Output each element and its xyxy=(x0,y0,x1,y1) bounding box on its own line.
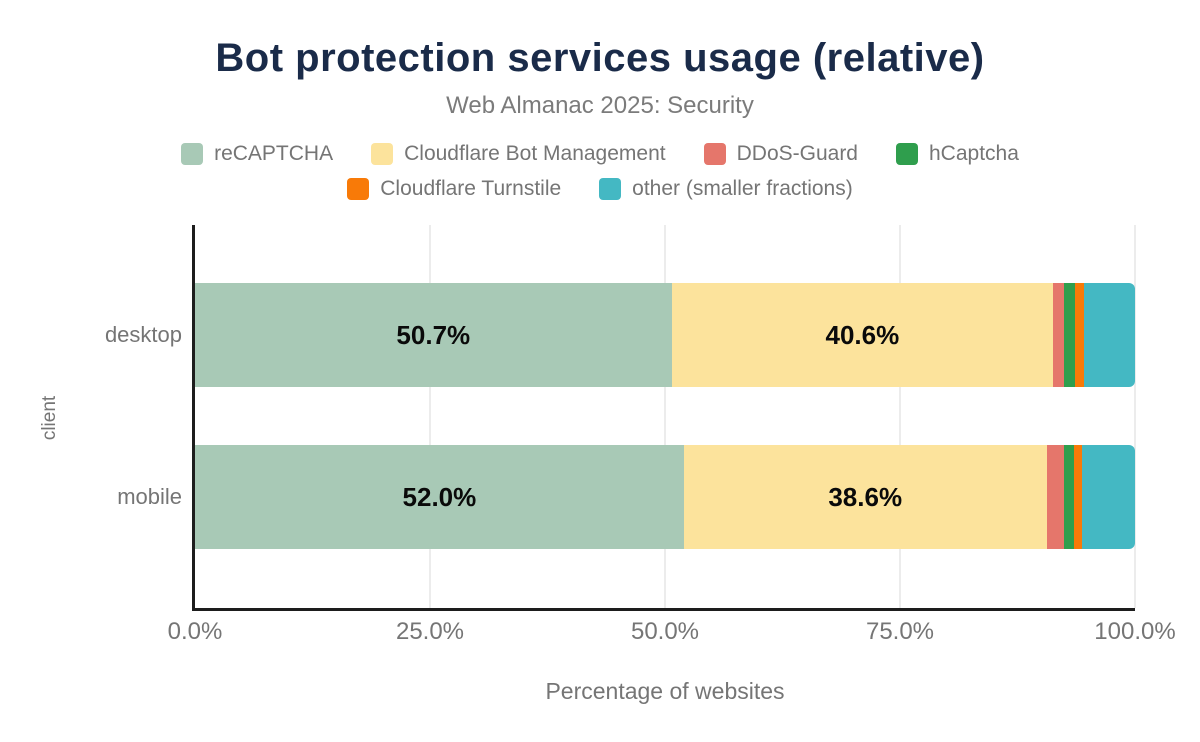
y-axis-title: client xyxy=(39,395,60,441)
bar-segment-desktop-recaptcha[interactable]: 50.7% xyxy=(195,283,672,387)
gridline xyxy=(1134,225,1136,608)
legend-swatch-icon xyxy=(181,143,204,165)
bar-segment-desktop-ddos-guard[interactable] xyxy=(1053,283,1064,387)
bar-segment-desktop-hcaptcha[interactable] xyxy=(1063,283,1075,387)
gridline xyxy=(664,225,666,608)
y-tick-label-mobile: mobile xyxy=(117,484,182,509)
bar-row-mobile: 52.0% 38.6% xyxy=(195,445,1135,549)
x-axis-title: Percentage of websites xyxy=(545,678,785,704)
x-tick-label: 50.0% xyxy=(630,618,700,645)
legend-swatch-icon xyxy=(896,143,918,165)
chart-title: Bot protection services usage (relative) xyxy=(215,36,985,80)
legend-label: hCaptcha xyxy=(929,142,1019,165)
bar-value-label: 52.0% xyxy=(402,481,477,512)
legend-swatch-icon xyxy=(347,178,370,200)
bar-segment-mobile-other-smaller-fractions[interactable] xyxy=(1082,445,1135,549)
chart-subtitle: Web Almanac 2025: Security xyxy=(446,92,754,119)
bar-segment-mobile-ddos-guard[interactable] xyxy=(1046,445,1065,549)
bar-segment-mobile-cloudflare-bot-management[interactable]: 38.6% xyxy=(683,445,1047,549)
y-tick-label-desktop: desktop xyxy=(104,322,182,347)
x-tick-label: 100.0% xyxy=(1094,618,1176,645)
legend-swatch-icon xyxy=(599,178,622,200)
bar-value-label: 40.6% xyxy=(825,319,900,350)
bar-segment-mobile-recaptcha[interactable]: 52.0% xyxy=(195,445,684,549)
x-tick-label: 75.0% xyxy=(865,618,935,645)
bar-value-label: 50.7% xyxy=(396,319,471,350)
legend-label: reCAPTCHA xyxy=(214,142,334,165)
legend-row: reCAPTCHA Cloudflare Bot Management DDoS-G… xyxy=(181,142,1019,166)
legend-item-ddos-guard[interactable]: DDoS-Guard xyxy=(703,142,858,166)
x-tick-label: 25.0% xyxy=(395,618,465,645)
legend-swatch-icon xyxy=(703,143,726,165)
legend-item-hcaptcha[interactable]: hCaptcha xyxy=(896,142,1019,166)
bar-segment-mobile-hcaptcha[interactable] xyxy=(1064,445,1074,549)
legend-item-cloudflare-turnstile[interactable]: Cloudflare Turnstile xyxy=(347,177,561,201)
legend: reCAPTCHA Cloudflare Bot Management DDoS-G… xyxy=(0,142,1200,201)
plot-area: 50.7% 40.6% 52.0% 38.6% xyxy=(192,225,1136,611)
legend-label: Cloudflare Bot Management xyxy=(404,142,666,165)
legend-label: DDoS-Guard xyxy=(736,142,858,165)
legend-row: Cloudflare Turnstile other (smaller fract… xyxy=(347,177,853,201)
legend-item-recaptcha[interactable]: reCAPTCHA xyxy=(181,142,333,166)
bar-segment-desktop-other-smaller-fractions[interactable] xyxy=(1084,283,1135,387)
legend-item-other-smaller-fractions[interactable]: other (smaller fractions) xyxy=(599,177,853,201)
x-tick-label: 0.0% xyxy=(167,618,223,645)
legend-item-cloudflare-bot-management[interactable]: Cloudflare Bot Management xyxy=(371,142,666,166)
gridline xyxy=(899,225,901,608)
legend-swatch-icon xyxy=(371,143,394,165)
bar-segment-desktop-cloudflare-bot-management[interactable]: 40.6% xyxy=(671,283,1054,387)
legend-label: Cloudflare Turnstile xyxy=(380,177,562,200)
legend-label: other (smaller fractions) xyxy=(632,177,853,200)
bar-segment-mobile-cloudflare-turnstile[interactable] xyxy=(1073,445,1083,549)
bar-value-label: 38.6% xyxy=(828,481,903,512)
bar-row-desktop: 50.7% 40.6% xyxy=(195,283,1135,387)
gridline xyxy=(429,225,431,608)
bar-segment-desktop-cloudflare-turnstile[interactable] xyxy=(1074,283,1085,387)
